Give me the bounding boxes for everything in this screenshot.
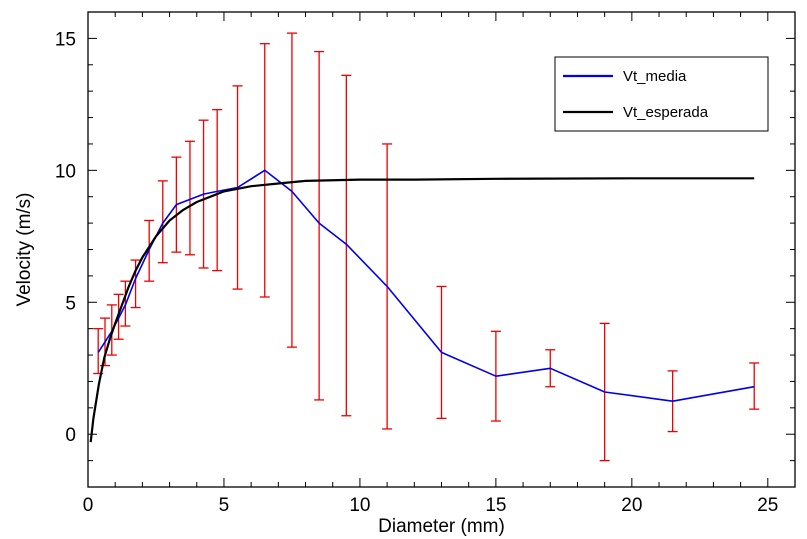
series-lines bbox=[89, 169, 755, 443]
y-tick-label: 15 bbox=[55, 29, 76, 50]
x-tick-label: 25 bbox=[757, 495, 778, 516]
legend-label-vt-esperada: Vt_esperada bbox=[623, 104, 709, 121]
x-tick-label: 0 bbox=[83, 495, 94, 516]
series-line-vt-media bbox=[97, 169, 755, 403]
legend-box bbox=[554, 56, 769, 132]
x-tick-label: 15 bbox=[485, 495, 506, 516]
y-tick-label: 10 bbox=[55, 161, 76, 182]
legend-label-vt-media: Vt_media bbox=[623, 68, 687, 85]
x-tick-label: 20 bbox=[621, 495, 642, 516]
x-tick-label: 10 bbox=[349, 495, 370, 516]
tick-labels: 0 5 10 15 20 25 0 5 10 15 bbox=[55, 29, 779, 516]
x-axis-label: Diameter (mm) bbox=[378, 516, 505, 537]
x-tick-label: 5 bbox=[219, 495, 230, 516]
y-axis-label: Velocity (m/s) bbox=[14, 192, 35, 306]
y-tick-label: 0 bbox=[65, 425, 76, 446]
legend: Vt_media Vt_esperada bbox=[554, 56, 769, 132]
series-line-vt-esperada bbox=[89, 177, 755, 443]
axis-ticks bbox=[87, 11, 796, 488]
y-tick-label: 5 bbox=[65, 293, 76, 314]
